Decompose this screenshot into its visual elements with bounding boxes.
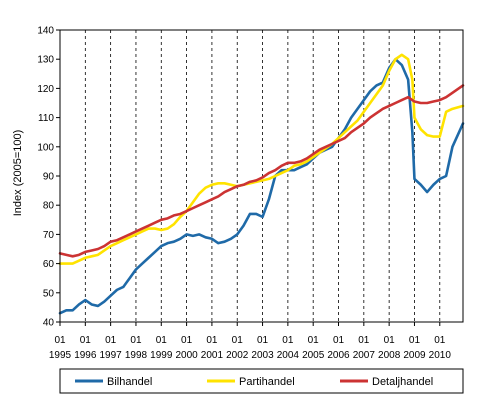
y-tick-label: 110 <box>38 113 54 124</box>
x-tick-month-label: 01 <box>358 335 370 346</box>
x-tick-year-label: 2010 <box>429 350 452 361</box>
x-tick-month-label: 01 <box>54 335 66 346</box>
x-tick-year-label: 1999 <box>150 350 173 361</box>
x-tick-year-label: 2003 <box>251 350 274 361</box>
x-tick-month-label: 01 <box>434 335 446 346</box>
legend-label-partihandel: Partihandel <box>239 376 295 388</box>
x-tick-year-label: 1996 <box>74 350 97 361</box>
x-tick-month-label: 01 <box>130 335 142 346</box>
x-tick-year-label: 2007 <box>353 350 376 361</box>
grid-lines <box>84 30 441 322</box>
series-line-partihandel <box>58 53 465 265</box>
y-tick-label: 120 <box>37 84 54 95</box>
legend-box <box>59 368 464 394</box>
x-tick-month-label: 01 <box>384 335 396 346</box>
y-tick-label: 140 <box>37 26 54 37</box>
y-tick-label: 60 <box>43 259 55 270</box>
x-tick-month-label: 01 <box>181 335 193 346</box>
x-tick-month-label: 01 <box>282 335 294 346</box>
series-line-bilhandel <box>58 57 465 315</box>
x-tick-month-label: 01 <box>105 335 117 346</box>
x-tick-month-label: 01 <box>308 335 320 346</box>
y-tick-label: 100 <box>37 142 54 153</box>
x-tick-year-label: 1995 <box>49 350 72 361</box>
legend: Bilhandel Partihandel Detaljhandel <box>59 368 464 394</box>
y-tick-label: 40 <box>43 318 55 329</box>
x-tick-month-label: 01 <box>232 335 244 346</box>
x-tick-month-label: 01 <box>206 335 218 346</box>
x-tick-year-label: 2000 <box>175 350 198 361</box>
x-tick-year-label: 2002 <box>226 350 249 361</box>
x-tick-month-label: 01 <box>333 335 345 346</box>
x-tick-year-label: 2009 <box>403 350 426 361</box>
y-axis-title: Index (2005=100) <box>12 130 24 217</box>
x-tick-month-label: 01 <box>409 335 421 346</box>
y-tick-label: 130 <box>37 55 54 66</box>
x-tick-year-label: 2005 <box>302 350 325 361</box>
x-tick-year-label: 2004 <box>277 350 300 361</box>
axes: 40 50 60 70 80 90 100 110 120 130 140 01 1995 01 1996 0… <box>37 26 464 361</box>
x-tick-year-label: 1997 <box>100 350 123 361</box>
legend-label-detaljhandel: Detaljhandel <box>372 376 433 388</box>
legend-label-bilhandel: Bilhandel <box>107 376 152 388</box>
x-tick-month-label: 01 <box>257 335 269 346</box>
y-tick-label: 50 <box>43 288 55 299</box>
y-tick-label: 80 <box>43 201 55 212</box>
series-line-detaljhandel <box>58 84 465 258</box>
x-tick-month-label: 01 <box>80 335 92 346</box>
x-tick-year-label: 2008 <box>378 350 401 361</box>
x-tick-year-label: 1998 <box>125 350 148 361</box>
series-lines <box>58 53 465 315</box>
y-tick-label: 90 <box>43 172 55 183</box>
x-tick-year-label: 2006 <box>327 350 350 361</box>
y-tick-label: 70 <box>43 230 55 241</box>
x-tick-month-label: 01 <box>156 335 168 346</box>
x-tick-year-label: 2001 <box>201 350 224 361</box>
